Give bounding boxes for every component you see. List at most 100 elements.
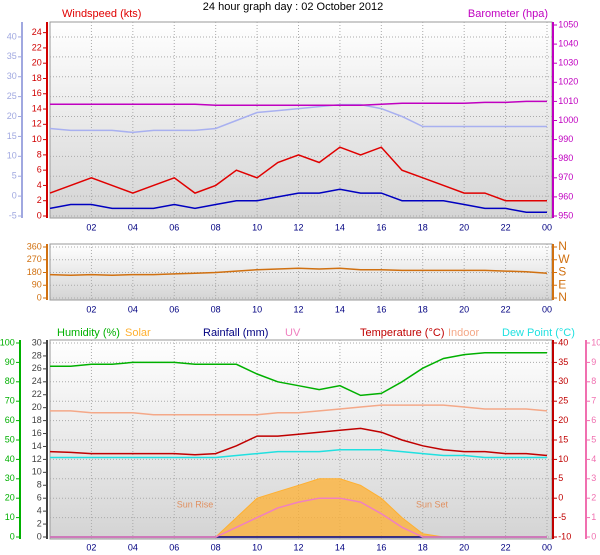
y-tick-label: 950 <box>558 210 573 220</box>
x-tick-label: 20 <box>459 222 469 232</box>
y-tick-label: 22 <box>32 42 42 52</box>
y-tick-label: 10 <box>591 337 600 347</box>
x-tick-label: 16 <box>376 542 386 552</box>
x-tick-label: 04 <box>128 542 138 552</box>
y-tick-label: 30 <box>5 473 15 483</box>
x-tick-label: 14 <box>335 542 345 552</box>
y-tick-label: 28 <box>32 350 42 360</box>
y-tick-label: 7 <box>591 396 596 406</box>
x-tick-label: 22 <box>501 304 511 314</box>
x-tick-label: 06 <box>169 304 179 314</box>
y-tick-label: 360 <box>27 241 42 251</box>
y-tick-label: 1050 <box>558 19 578 29</box>
y-tick-label: 6 <box>37 165 42 175</box>
line <box>49 427 548 457</box>
y-tick-label: 1030 <box>558 58 578 68</box>
line <box>50 404 548 416</box>
y-tick-label: 24 <box>32 27 42 37</box>
y-tick-label: 18 <box>32 73 42 83</box>
y-tick-label: 2 <box>591 493 596 503</box>
y-tick-label: 980 <box>558 153 573 163</box>
y-tick-label: 20 <box>32 58 42 68</box>
y-tick-label: 0 <box>10 531 15 541</box>
y-tick-label: 20 <box>558 415 568 425</box>
y-tick-label: 90 <box>5 357 15 367</box>
y-tick-label: 15 <box>7 131 17 141</box>
y-tick-label: 2 <box>37 518 42 528</box>
x-tick-label: 08 <box>211 222 221 232</box>
legend-label: Dew Point (°C) <box>502 327 575 339</box>
x-tick-label: 18 <box>418 542 428 552</box>
y-tick-label: 180 <box>27 267 42 277</box>
y-tick-label: 5 <box>591 434 596 444</box>
y-tick-label: 16 <box>32 428 42 438</box>
y-tick-label: 1040 <box>558 38 578 48</box>
y-tick-label: 0 <box>37 210 42 220</box>
y-tick-label: 8 <box>37 149 42 159</box>
x-tick-label: 04 <box>128 304 138 314</box>
y-tick-label: 1020 <box>558 77 578 87</box>
y-tick-label: 35 <box>558 357 568 367</box>
y-tick-label: 30 <box>7 71 17 81</box>
y-tick-label: -10 <box>558 531 571 541</box>
legend-label: Solar <box>125 327 151 339</box>
line <box>49 267 548 277</box>
y-tick-label: 14 <box>32 441 42 451</box>
y-tick-label: 25 <box>7 91 17 101</box>
x-tick-label: 06 <box>169 222 179 232</box>
y-tick-label: N <box>558 290 567 304</box>
y-tick-label: 12 <box>32 454 42 464</box>
y-tick-label: 8 <box>591 376 596 386</box>
y-tick-label: E <box>558 277 566 291</box>
x-tick-label: 20 <box>459 542 469 552</box>
y-tick-label: 10 <box>558 454 568 464</box>
x-tick-label: 18 <box>418 222 428 232</box>
legend-label: Barometer (hpa) <box>468 8 548 20</box>
y-tick-label: 18 <box>32 415 42 425</box>
y-tick-label: 990 <box>558 134 573 144</box>
legend-label: Humidity (%) <box>57 327 120 339</box>
y-tick-label: 2 <box>37 195 42 205</box>
y-tick-label: 10 <box>32 467 42 477</box>
y-tick-label: 100 <box>0 337 15 347</box>
line <box>49 103 547 134</box>
x-tick-label: 12 <box>293 222 303 232</box>
y-tick-label: 60 <box>5 415 15 425</box>
y-tick-label: S <box>558 265 566 279</box>
x-tick-label: 16 <box>376 222 386 232</box>
y-tick-label: 22 <box>32 389 42 399</box>
y-tick-label: N <box>558 239 567 253</box>
y-tick-label: 50 <box>5 434 15 444</box>
y-tick-label: 0 <box>591 531 596 541</box>
y-tick-label: 16 <box>32 88 42 98</box>
y-tick-label: 40 <box>5 454 15 464</box>
x-tick-label: 00 <box>542 222 552 232</box>
y-tick-label: 24 <box>32 376 42 386</box>
line <box>50 100 547 106</box>
y-tick-label: 5 <box>12 171 17 181</box>
y-tick-label: 10 <box>32 134 42 144</box>
x-tick-label: 12 <box>293 304 303 314</box>
legend-label: Windspeed (kts) <box>62 8 141 20</box>
y-tick-label: 1010 <box>558 96 578 106</box>
y-tick-label: 6 <box>591 415 596 425</box>
x-tick-label: 08 <box>211 304 221 314</box>
y-tick-label: 0 <box>558 493 563 503</box>
y-tick-label: 0 <box>37 531 42 541</box>
x-tick-label: 14 <box>335 222 345 232</box>
y-tick-label: 30 <box>558 376 568 386</box>
y-tick-label: 6 <box>37 493 42 503</box>
x-tick-label: 02 <box>86 542 96 552</box>
x-tick-label: 02 <box>86 222 96 232</box>
y-tick-label: 30 <box>32 337 42 347</box>
y-tick-label: 15 <box>558 434 568 444</box>
y-tick-label: 70 <box>5 396 15 406</box>
legend-label: Indoor <box>448 327 480 339</box>
x-tick-label: 04 <box>128 222 138 232</box>
x-tick-label: 10 <box>252 542 262 552</box>
x-tick-label: 22 <box>501 542 511 552</box>
x-tick-label: 12 <box>293 542 303 552</box>
x-tick-label: 18 <box>418 304 428 314</box>
y-tick-label: 0 <box>12 190 17 200</box>
